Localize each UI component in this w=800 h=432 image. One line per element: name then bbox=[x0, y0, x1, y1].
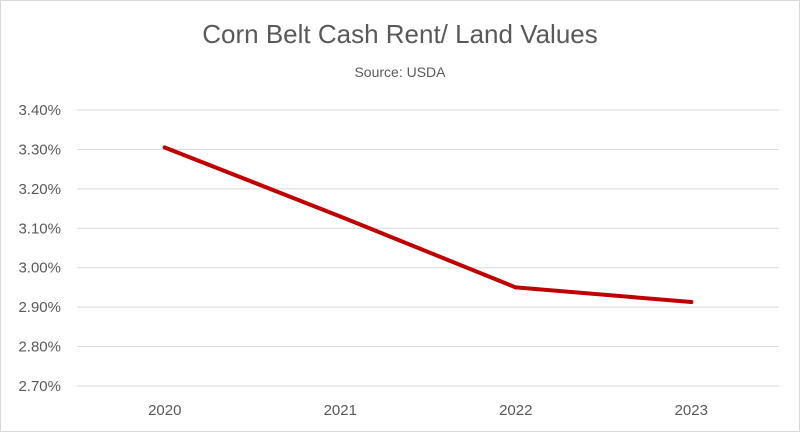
y-tick-label: 3.40% bbox=[18, 102, 61, 119]
chart-subtitle: Source: USDA bbox=[354, 64, 446, 80]
x-axis: 2020 2021 2022 2023 bbox=[148, 402, 708, 419]
chart-title: Corn Belt Cash Rent/ Land Values bbox=[202, 19, 598, 49]
y-tick-label: 2.70% bbox=[18, 378, 61, 395]
y-tick-label: 3.10% bbox=[18, 220, 61, 237]
y-tick-label: 2.90% bbox=[18, 299, 61, 316]
y-tick-label: 3.00% bbox=[18, 260, 61, 277]
series-line bbox=[162, 145, 694, 305]
y-tick-label: 3.20% bbox=[18, 181, 61, 198]
data-point bbox=[338, 214, 343, 219]
x-tick-label: 2023 bbox=[675, 402, 708, 419]
x-tick-label: 2020 bbox=[148, 402, 181, 419]
y-tick-label: 2.80% bbox=[18, 339, 61, 356]
y-tick-label: 3.30% bbox=[18, 141, 61, 158]
data-point bbox=[513, 285, 518, 290]
x-tick-label: 2022 bbox=[499, 402, 532, 419]
data-point bbox=[162, 145, 167, 150]
x-tick-label: 2021 bbox=[324, 402, 357, 419]
series-layer bbox=[162, 145, 694, 305]
data-point bbox=[689, 300, 694, 305]
gridlines bbox=[77, 109, 779, 387]
y-axis: 3.40% 3.30% 3.20% 3.10% 3.00% 2.90% 2.80% 2.70% bbox=[18, 102, 61, 395]
